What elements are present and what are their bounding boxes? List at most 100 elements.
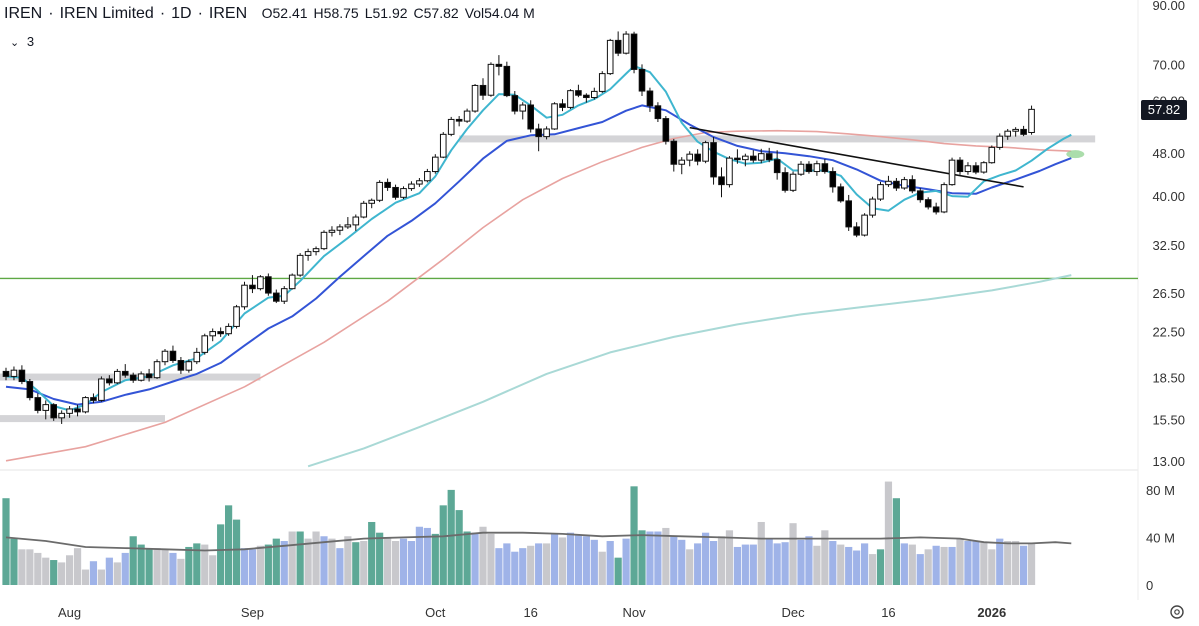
candle-body [447, 118, 455, 135]
symbol-ticker[interactable]: IREN [4, 5, 43, 22]
volume-bar [73, 548, 82, 585]
volume-bar [662, 527, 670, 585]
candle-body [304, 251, 312, 256]
volume-bar [868, 554, 877, 585]
candle-body [813, 163, 821, 173]
volume-bar [622, 538, 630, 585]
volume-bar [487, 533, 495, 585]
candle-body [901, 179, 908, 189]
candle-body [940, 184, 948, 213]
ohlc-high: H58.75 [313, 5, 359, 21]
candle-body [765, 153, 773, 161]
candle-body [575, 90, 582, 96]
volume-bar [956, 538, 964, 585]
volume-bar [558, 537, 567, 585]
price-axis-tick: 40.00 [1152, 189, 1185, 204]
volume-bar [694, 543, 702, 585]
candle-body [384, 181, 391, 188]
candle-body [10, 369, 18, 377]
volume-bar [360, 541, 368, 585]
volume-bar [376, 532, 384, 585]
volume-bar [964, 541, 972, 585]
candle-body [877, 184, 884, 200]
support-zone-band [0, 415, 165, 423]
candle-body [352, 216, 360, 226]
candle-body [551, 103, 558, 130]
volume-bar [805, 536, 813, 585]
volume-bar [829, 541, 837, 585]
volume-bar [519, 548, 527, 585]
candle-body [392, 186, 399, 198]
candle-body [646, 90, 654, 107]
settings-icon[interactable] [1170, 605, 1184, 619]
volume-bar [209, 555, 217, 585]
volume-bar [678, 539, 686, 585]
candle-body [821, 163, 829, 173]
volume-bar [892, 498, 900, 585]
volume-bar [137, 544, 145, 585]
candle-body [591, 90, 598, 99]
company-name: IREN Limited [59, 5, 154, 22]
volume-bar [463, 531, 471, 585]
candle-body [956, 159, 964, 173]
candle-body [734, 157, 741, 161]
volume-bar [34, 552, 42, 585]
candle-body [606, 39, 614, 75]
candle-body [288, 274, 296, 290]
candle-body [583, 94, 590, 99]
volume-bar [129, 536, 137, 585]
volume-bar [248, 549, 257, 585]
candle-body [622, 33, 630, 54]
symbol-header: IREN · IREN Limited · 1D · IREN O52.41 H58.75 L5… [4, 5, 541, 23]
volume-bar [980, 542, 988, 585]
price-axis-tick: 32.50 [1152, 238, 1185, 253]
volume-bar [399, 538, 408, 585]
volume-axis-tick: 80 M [1146, 483, 1175, 498]
volume-bar [153, 548, 161, 585]
support-zone-band [459, 135, 1096, 143]
volume-bar [543, 543, 551, 585]
volume-bar [996, 538, 1004, 585]
interval-label[interactable]: 1D [171, 5, 192, 22]
candle-body [909, 179, 916, 192]
candle-body [853, 226, 860, 236]
candle-body [797, 163, 805, 175]
candle-body [837, 186, 845, 202]
settings-icon-ring [1170, 605, 1184, 619]
volume-bar [606, 541, 614, 585]
indicator-toggle[interactable]: ⌄ 3 [10, 34, 34, 49]
candle-body [209, 331, 216, 337]
volume-bar [81, 569, 90, 585]
candle-body [980, 162, 988, 173]
candle-body [861, 214, 868, 236]
volume-bar [972, 541, 980, 585]
candle-body [376, 181, 383, 201]
candle-body [567, 90, 574, 108]
volume-bar [837, 544, 845, 585]
indicator-count: 3 [26, 34, 35, 49]
volume-bar [495, 548, 503, 585]
candle-body [400, 188, 407, 198]
candle-body [710, 142, 717, 178]
volume-bar [177, 558, 185, 585]
volume-bar [225, 505, 233, 585]
volume-bar [550, 533, 559, 585]
candle-body [432, 156, 439, 173]
ohlc-open: O52.41 [261, 5, 308, 21]
volume-bar [1020, 545, 1028, 585]
candle-body [185, 361, 193, 371]
candle-body [543, 128, 550, 138]
candle-body [1020, 128, 1027, 135]
volume-bar [503, 543, 511, 585]
candle-body [495, 63, 503, 67]
volume-bar [10, 538, 18, 585]
volume-bar [479, 526, 487, 585]
volume-bar [527, 545, 535, 585]
candle-body [18, 369, 26, 383]
volume-bar [765, 538, 773, 585]
candle-body [670, 140, 678, 165]
volume-axis-tick: 0 [1146, 578, 1153, 593]
chevron-down-icon[interactable]: ⌄ [10, 37, 20, 49]
